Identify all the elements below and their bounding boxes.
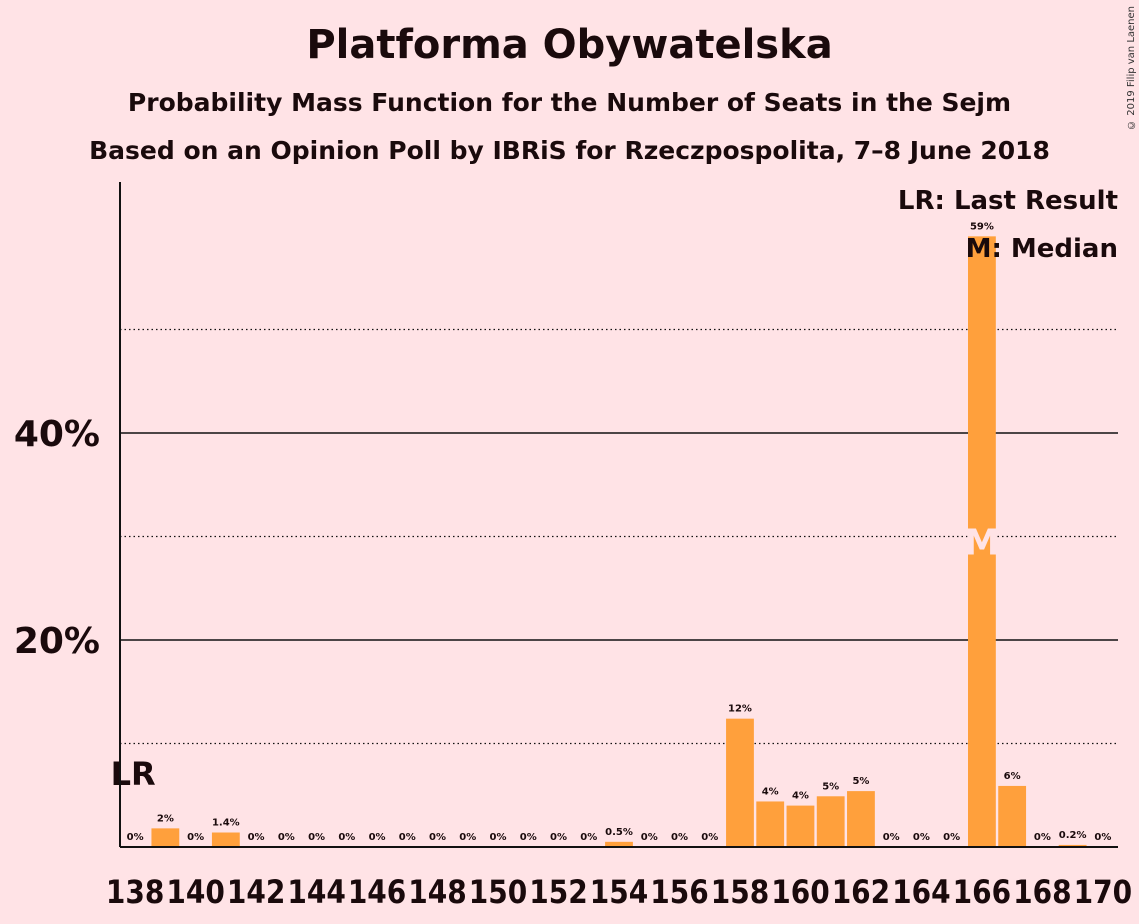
- legend-last-result: LR: Last Result: [898, 186, 1118, 216]
- bar-value-label: 0.5%: [605, 827, 633, 838]
- bar-value-label: 0%: [338, 832, 355, 843]
- bar-value-label: 0%: [278, 832, 295, 843]
- bar-value-label: 0%: [459, 832, 476, 843]
- chart-subtitle-poll: Based on an Opinion Poll by IBRiS for Rz…: [89, 136, 1050, 165]
- chart-subtitle: Probability Mass Function for the Number…: [127, 88, 1012, 117]
- bar-seat-158: [726, 718, 754, 847]
- bar-value-label: 4%: [792, 791, 809, 802]
- x-tick-label: 150: [469, 873, 527, 911]
- x-tick-label: 138: [106, 873, 164, 911]
- bar-seat-159: [756, 801, 785, 847]
- bar-value-label: 0%: [641, 832, 658, 843]
- legend-median: M: Median: [966, 234, 1118, 264]
- x-tick-label: 162: [832, 873, 890, 911]
- bar-value-label: 6%: [1004, 771, 1021, 782]
- bar-seat-169: [1058, 844, 1087, 847]
- x-tick-label: 164: [892, 873, 950, 911]
- x-tick-label: 144: [287, 873, 345, 911]
- x-tick-label: 154: [590, 873, 648, 911]
- x-tick-label: 140: [166, 873, 224, 911]
- bar-value-label: 0%: [127, 832, 144, 843]
- bar-value-label: 0%: [308, 832, 325, 843]
- bar-value-label: 12%: [728, 704, 752, 715]
- bar-value-label: 0%: [883, 832, 900, 843]
- bar-value-label: 0%: [913, 832, 930, 843]
- bar-value-label: 5%: [822, 781, 839, 792]
- x-tick-label: 146: [348, 873, 406, 911]
- chart-title: Platforma Obywatelska: [306, 22, 833, 68]
- bar-value-label: 0%: [1034, 832, 1051, 843]
- bar-value-label: 1.4%: [212, 818, 240, 829]
- bar-value-label: 0%: [399, 832, 416, 843]
- bar-value-label: 0.2%: [1059, 830, 1087, 841]
- bar-seat-162: [847, 791, 875, 847]
- bar-seat-141: [211, 832, 240, 847]
- bar-value-label: 0%: [369, 832, 386, 843]
- bar-value-label: 0%: [550, 832, 567, 843]
- x-tick-label: 148: [408, 873, 466, 911]
- bar-value-label: 4%: [762, 786, 779, 797]
- median-marker: M: [964, 523, 1000, 564]
- bar-value-label: 0%: [248, 832, 265, 843]
- bar-value-label: 5%: [852, 776, 869, 787]
- x-tick-label: 156: [650, 873, 708, 911]
- bar-value-label: 0%: [490, 832, 507, 843]
- x-tick-label: 168: [1013, 873, 1071, 911]
- last-result-marker: LR: [111, 755, 156, 793]
- x-tick-label: 166: [953, 873, 1011, 911]
- bar-value-label: 0%: [1094, 832, 1111, 843]
- y-tick-label: 20%: [14, 621, 100, 662]
- bar-value-label: 2%: [157, 813, 174, 824]
- bar-value-label: 0%: [580, 832, 597, 843]
- x-tick-label: 160: [771, 873, 829, 911]
- bar-seat-160: [786, 805, 815, 847]
- bar-value-label: 0%: [187, 832, 204, 843]
- x-tick-label: 170: [1074, 873, 1132, 911]
- bar-seat-161: [816, 796, 845, 847]
- x-tick-label: 158: [711, 873, 769, 911]
- bar-seat-166: [967, 236, 996, 848]
- bar-value-label: 0%: [671, 832, 688, 843]
- y-tick-label: 40%: [14, 414, 100, 455]
- bar-value-label: 0%: [520, 832, 537, 843]
- bar-seat-139: [151, 828, 180, 847]
- x-tick-label: 152: [529, 873, 587, 911]
- bar-value-label: 0%: [429, 832, 446, 843]
- bar-seat-154: [605, 841, 633, 847]
- x-tick-label: 142: [227, 873, 285, 911]
- bar-seat-167: [998, 785, 1027, 847]
- bar-value-label: 0%: [943, 832, 960, 843]
- bar-value-label: 59%: [970, 221, 994, 232]
- bar-value-label: 0%: [701, 832, 718, 843]
